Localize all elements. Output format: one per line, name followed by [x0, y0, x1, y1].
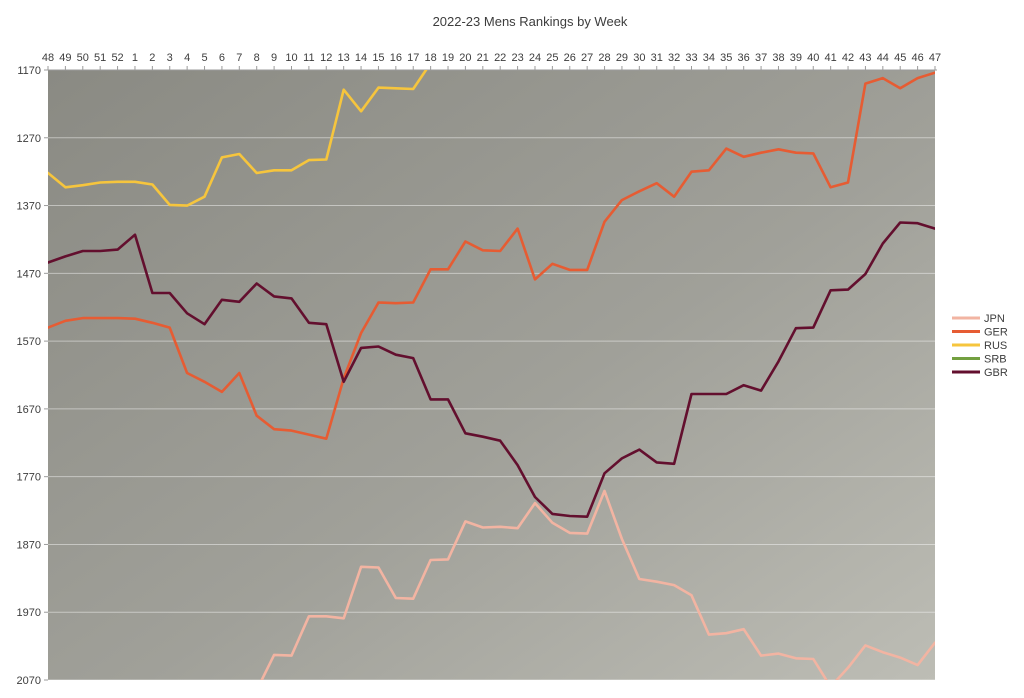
x-tick-label: 13	[338, 52, 350, 64]
x-tick-label: 4	[184, 52, 190, 64]
x-tick-label: 47	[929, 52, 941, 64]
x-tick-label: 38	[772, 52, 784, 64]
y-tick-label: 1570	[17, 336, 41, 348]
y-tick-label: 1770	[17, 472, 41, 484]
legend-item-rus: RUS	[952, 340, 1007, 352]
legend-item-srb: SRB	[952, 354, 1007, 366]
x-tick-label: 2	[149, 52, 155, 64]
x-tick-label: 21	[477, 52, 489, 64]
y-tick-label: 1370	[17, 201, 41, 213]
legend-item-gbr: GBR	[952, 367, 1008, 379]
x-tick-label: 34	[703, 52, 715, 64]
x-tick-label: 14	[355, 52, 367, 64]
legend-label-rus: RUS	[984, 340, 1007, 352]
x-tick-label: 39	[790, 52, 802, 64]
x-tick-label: 37	[755, 52, 767, 64]
x-tick-label: 17	[407, 52, 419, 64]
series-line-gbr	[48, 221, 935, 518]
y-tick-label: 1470	[17, 268, 41, 280]
x-tick-label: 48	[42, 52, 54, 64]
y-tick-label: 1870	[17, 539, 41, 551]
y-tick-label: 1670	[17, 404, 41, 416]
x-tick-label: 50	[77, 52, 89, 64]
x-tick-label: 36	[738, 52, 750, 64]
series-line-ger	[48, 71, 935, 440]
x-tick-label: 33	[685, 52, 697, 64]
plot-area	[48, 70, 935, 680]
x-tick-label: 8	[254, 52, 260, 64]
y-tick-label: 1270	[17, 133, 41, 145]
series-line-rus	[48, 70, 428, 207]
x-tick-label: 12	[320, 52, 332, 64]
x-tick-label: 3	[167, 52, 173, 64]
x-tick-label: 42	[842, 52, 854, 64]
x-tick-label: 30	[633, 52, 645, 64]
legend-item-jpn: JPN	[952, 313, 1005, 325]
x-tick-label: 16	[390, 52, 402, 64]
x-tick-label: 43	[859, 52, 871, 64]
x-tick-label: 32	[668, 52, 680, 64]
legend-label-gbr: GBR	[984, 367, 1008, 379]
legend-item-ger: GER	[952, 327, 1008, 339]
x-tick-label: 45	[894, 52, 906, 64]
x-tick-label: 1	[132, 52, 138, 64]
x-tick-label: 15	[372, 52, 384, 64]
x-tick-label: 10	[285, 52, 297, 64]
x-tick-label: 20	[459, 52, 471, 64]
x-tick-label: 24	[529, 52, 541, 64]
x-tick-label: 41	[825, 52, 837, 64]
x-tick-label: 18	[425, 52, 437, 64]
x-tick-label: 27	[581, 52, 593, 64]
x-tick-label: 11	[303, 52, 314, 64]
x-tick-label: 40	[807, 52, 819, 64]
y-tick-label: 2070	[17, 675, 41, 687]
x-tick-label: 31	[651, 52, 663, 64]
x-tick-label: 6	[219, 52, 225, 64]
x-tick-label: 23	[511, 52, 523, 64]
x-tick-label: 46	[911, 52, 923, 64]
series-line-jpn	[260, 489, 935, 680]
y-tick-label: 1170	[17, 65, 41, 77]
x-tick-label: 35	[720, 52, 732, 64]
legend-label-ger: GER	[984, 327, 1008, 339]
x-tick-label: 7	[236, 52, 242, 64]
x-tick-label: 52	[111, 52, 123, 64]
x-tick-label: 44	[877, 52, 889, 64]
x-tick-label: 25	[546, 52, 558, 64]
x-tick-label: 5	[201, 52, 207, 64]
x-tick-label: 49	[59, 52, 71, 64]
legend-label-srb: SRB	[984, 354, 1007, 366]
x-tick-label: 9	[271, 52, 277, 64]
chart-title: 2022-23 Mens Rankings by Week	[432, 14, 628, 29]
y-tick-label: 1970	[17, 607, 41, 619]
x-tick-label: 29	[616, 52, 628, 64]
legend-label-jpn: JPN	[984, 313, 1005, 325]
x-tick-label: 22	[494, 52, 506, 64]
x-tick-label: 28	[598, 52, 610, 64]
x-tick-label: 19	[442, 52, 454, 64]
x-tick-label: 26	[564, 52, 576, 64]
x-tick-label: 51	[94, 52, 106, 64]
